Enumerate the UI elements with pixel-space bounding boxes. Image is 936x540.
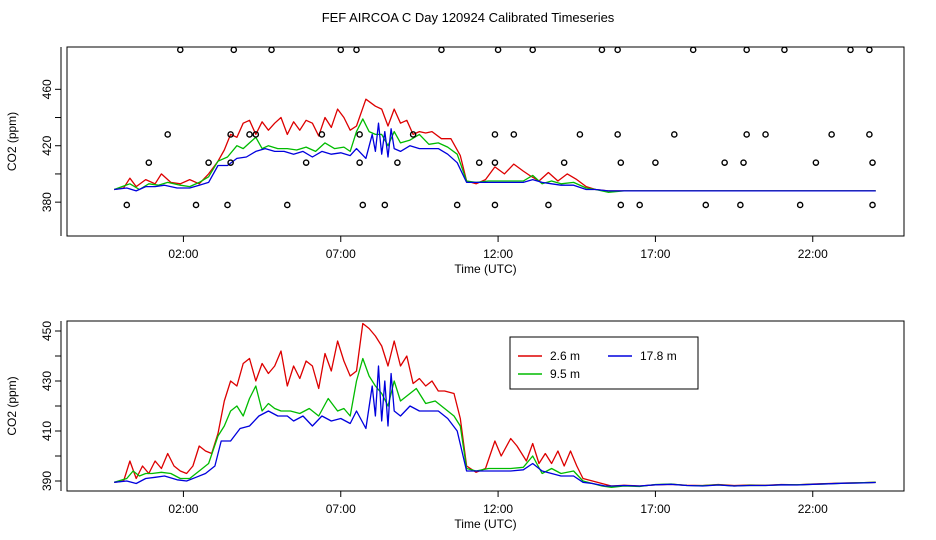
panel1-flag-point bbox=[356, 131, 363, 138]
panel1-x-tick-label: 22:00 bbox=[798, 247, 828, 261]
panel1-flag-point bbox=[227, 131, 234, 138]
panel2-y-tick-label: 430 bbox=[40, 371, 54, 391]
panel1-flag-point bbox=[510, 131, 518, 138]
panel2-series-line-s17_8 bbox=[114, 365, 876, 487]
panel2-x-tick-label: 12:00 bbox=[483, 502, 513, 516]
panel1-flag-point bbox=[781, 46, 788, 54]
panel1-flag-point bbox=[475, 159, 483, 166]
panel1-flag-point bbox=[230, 46, 238, 54]
panel2-y-axis-title: CO2 (ppm) bbox=[5, 376, 19, 435]
legend-box bbox=[509, 336, 699, 390]
panel1-flag-point bbox=[740, 159, 747, 166]
panel1-flag-point bbox=[283, 201, 291, 209]
panel1-flag-point bbox=[636, 201, 643, 209]
panel1-flag-point bbox=[743, 46, 750, 54]
panel1-x-axis-title: Time (UTC) bbox=[454, 262, 516, 276]
panel2-y-tick-label: 410 bbox=[40, 421, 54, 441]
panel1-flag-point bbox=[617, 201, 625, 209]
panel2-plot-frame bbox=[66, 320, 905, 492]
panel2-x-tick-label: 22:00 bbox=[798, 502, 828, 516]
panel1-flag-point bbox=[224, 201, 231, 209]
panel1-flag-point bbox=[796, 201, 804, 209]
panel1-flag-point bbox=[359, 201, 367, 209]
panel1-y-tick-label: 460 bbox=[40, 79, 54, 99]
panel1-flag-point bbox=[847, 46, 854, 54]
panel1-flag-point bbox=[494, 46, 502, 54]
panel1-flag-point bbox=[438, 46, 445, 54]
panel1-flag-point bbox=[702, 201, 710, 209]
panel1-x-tick-label: 12:00 bbox=[483, 247, 513, 261]
panel1-flag-point bbox=[318, 131, 326, 138]
panel2-y-tick-label: 450 bbox=[40, 321, 54, 341]
legend-label-s2_6: 2.6 m bbox=[550, 349, 580, 363]
panel1-plot-frame bbox=[66, 46, 905, 237]
panel1-flag-point bbox=[353, 46, 360, 54]
panel2-series-line-s2_6 bbox=[114, 322, 876, 487]
panel1-flag-point bbox=[869, 201, 876, 209]
panel2-x-tick-label: 17:00 bbox=[640, 502, 670, 516]
panel1-flag-point bbox=[394, 159, 401, 166]
panel1-flag-point bbox=[828, 131, 835, 138]
panel1-x-tick-label: 07:00 bbox=[326, 247, 356, 261]
panel1-flag-point bbox=[614, 131, 621, 138]
panel1-flag-point bbox=[164, 131, 171, 138]
panel1-series-line-s2_6 bbox=[114, 98, 876, 192]
panel1-flag-point bbox=[252, 131, 260, 138]
panel1-flag-point bbox=[670, 131, 678, 138]
panel1-flag-point bbox=[869, 159, 876, 166]
panel1-flag-point bbox=[381, 201, 389, 209]
panel1-flag-point bbox=[743, 131, 750, 138]
panel1-flag-point bbox=[652, 159, 659, 166]
panel1-series-line-s9_5 bbox=[113, 118, 876, 193]
panel1-y-tick-label: 380 bbox=[40, 192, 54, 212]
panel2-x-axis-title: Time (UTC) bbox=[454, 517, 516, 531]
panel1-flag-point bbox=[576, 131, 584, 138]
chart-title: FEF AIRCOA C Day 120924 Calibrated Times… bbox=[321, 10, 615, 25]
panel2-x-tick-label: 07:00 bbox=[326, 502, 356, 516]
legend-label-s17_8: 17.8 m bbox=[640, 349, 677, 363]
legend-label-s9_5: 9.5 m bbox=[550, 367, 580, 381]
panel1-flag-point bbox=[123, 201, 131, 209]
panel2-x-tick-label: 02:00 bbox=[168, 502, 198, 516]
panel1-flag-point bbox=[529, 46, 536, 54]
panel1-flag-point bbox=[762, 131, 769, 138]
panel1-flag-point bbox=[192, 201, 200, 209]
panel1-flag-point bbox=[614, 46, 621, 54]
panel1-flag-point bbox=[176, 46, 184, 54]
panel1-series-line-s17_8 bbox=[114, 122, 876, 192]
panel1-flag-point bbox=[246, 131, 253, 138]
panel1-flag-point bbox=[617, 159, 625, 166]
panel1-x-tick-label: 02:00 bbox=[168, 247, 198, 261]
panel1-flag-point bbox=[145, 159, 153, 166]
panel1-flag-point bbox=[866, 131, 873, 138]
panel1-flag-point bbox=[737, 201, 744, 209]
panel1-flag-point bbox=[268, 46, 275, 54]
panel1-flag-point bbox=[491, 201, 499, 209]
panel1-y-tick-label: 420 bbox=[40, 135, 54, 155]
panel1-flag-point bbox=[598, 46, 606, 54]
panel2-series-line-s9_5 bbox=[114, 357, 876, 488]
panel1-flag-point bbox=[721, 159, 728, 166]
panel1-flag-point bbox=[356, 159, 363, 166]
panel1-flag-point bbox=[491, 159, 499, 166]
panel1-y-axis-title: CO2 (ppm) bbox=[5, 112, 19, 171]
panel1-flag-point bbox=[205, 159, 212, 166]
panel1-flag-point bbox=[337, 46, 345, 54]
panel1-flag-point bbox=[302, 159, 310, 166]
panel1-flag-point bbox=[491, 131, 499, 138]
panel1-flag-point bbox=[560, 159, 568, 166]
panel2-y-tick-label: 390 bbox=[40, 471, 54, 491]
panel1-flag-point bbox=[812, 159, 820, 166]
panel1-flag-point bbox=[453, 201, 461, 209]
panel1-flag-point bbox=[409, 131, 417, 138]
panel1-flag-point bbox=[689, 46, 697, 54]
panel1-x-tick-label: 17:00 bbox=[640, 247, 670, 261]
panel1-flag-point bbox=[227, 159, 234, 166]
panel1-flag-point bbox=[545, 201, 552, 209]
panel1-flag-point bbox=[866, 46, 873, 54]
